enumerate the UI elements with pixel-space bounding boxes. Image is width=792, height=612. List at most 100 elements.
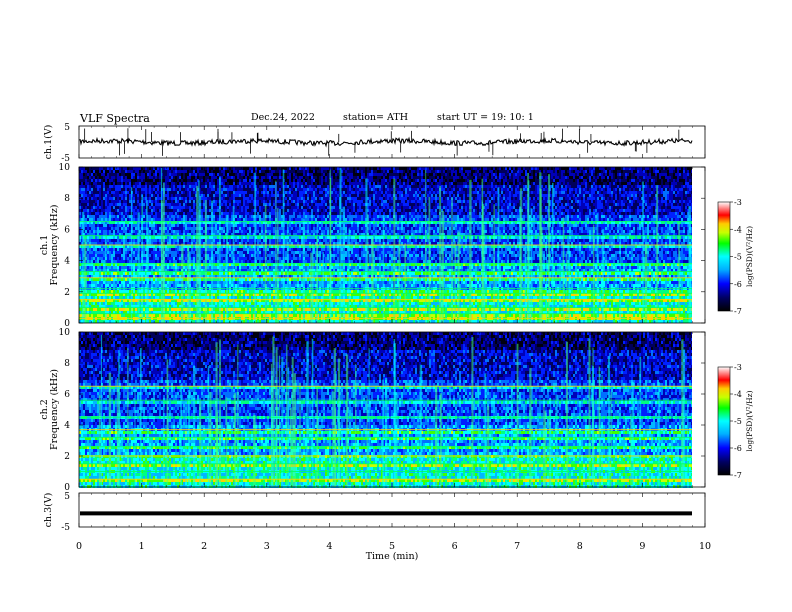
- ch2-sferic-streak: [290, 408, 292, 487]
- ch1-sferic-streak: [527, 173, 529, 323]
- ch2-sferic-streak: [338, 403, 340, 487]
- ch1-sferic-streak: [233, 206, 235, 323]
- ch2-sferic-streak: [639, 357, 641, 487]
- ch2-colorbar-tick--4: -4: [734, 390, 742, 399]
- ch2-sferic-streak: [237, 344, 238, 487]
- ch1-sferic-streak: [442, 211, 444, 323]
- ch1-ytick-5: 5: [64, 123, 70, 133]
- ch3-waveform-panel: 5 -5 ch.3(V): [43, 492, 705, 533]
- ch1-sferic-streak: [593, 224, 594, 323]
- ch2-sferic-streak: [550, 398, 551, 487]
- ch1-colorbar-tick--6: -6: [734, 280, 742, 289]
- ch1-ytick-8: 8: [64, 194, 70, 204]
- ch1-sferic-streak: [343, 207, 345, 323]
- ch1-sferic-streak: [161, 200, 163, 323]
- ch3-ytick-5: 5: [64, 492, 70, 502]
- ch1-sferic-streak: [141, 195, 143, 323]
- ch2-sferic-streak: [306, 341, 308, 487]
- ch2-colorbar-tick--7: -7: [734, 471, 742, 480]
- ch1-spectrogram-image: [79, 167, 693, 323]
- ch1-ytick-4: 4: [64, 257, 70, 267]
- ch1-sferic-streak: [196, 186, 198, 323]
- ch2-sferic-streak: [611, 392, 612, 487]
- xtick-3: 3: [264, 541, 270, 552]
- ch2-ytick-10: 10: [59, 328, 71, 338]
- ch1-sferic-streak: [548, 174, 550, 323]
- ch1-sferic-streak: [454, 241, 455, 323]
- ch2-sferic-streak: [517, 344, 519, 487]
- ch2-sferic-streak: [440, 393, 442, 487]
- ch2-sferic-streak: [281, 357, 283, 487]
- ch1-sferic-streak: [275, 181, 276, 323]
- ch2-sferic-streak: [335, 408, 336, 487]
- ch2-sferic-streak: [99, 395, 101, 487]
- ch2-colorbar-label: log(PSD)(V²/Hz): [745, 390, 754, 451]
- ch1-ylabel-line1: Frequency (kHz): [49, 205, 60, 286]
- ch2-sferic-streak: [592, 366, 594, 487]
- ch2-sferic-streak: [543, 404, 544, 487]
- ch2-colorbar-tick--6: -6: [734, 444, 742, 453]
- xtick-4: 4: [326, 541, 332, 552]
- ch1-sferic-streak: [199, 210, 200, 323]
- ch1-colorbar-tick--7: -7: [734, 307, 742, 316]
- ch2-ytick-4: 4: [64, 421, 70, 431]
- ch2-spectrogram-image: [79, 332, 693, 488]
- ch2-sferic-streak: [608, 356, 610, 487]
- ch2-sferic-streak: [271, 364, 272, 487]
- ch2-sferic-streak: [395, 393, 397, 487]
- ch1-sferic-streak: [439, 186, 441, 323]
- ch2-ytick-6: 6: [64, 390, 70, 400]
- ch1-sferic-streak: [469, 180, 471, 323]
- xtick-2: 2: [201, 541, 207, 552]
- ch1-waveform-line: [80, 138, 692, 145]
- ch1-sferic-streak: [371, 237, 373, 323]
- ch2-sferic-streak: [118, 350, 119, 487]
- xtick-6: 6: [452, 541, 458, 552]
- xtick-10: 10: [699, 541, 711, 552]
- ch2-sferic-streak: [566, 342, 568, 487]
- ch1-sferic-streak: [200, 196, 202, 323]
- ch1-sferic-streak: [520, 188, 522, 323]
- ch2-sferic-streak: [208, 366, 209, 487]
- ch1-sferic-streak: [566, 251, 567, 323]
- ch1-sferic-streak: [451, 198, 452, 323]
- ch1-sferic-streak: [348, 228, 349, 323]
- ch1-ylabel: ch.1(V): [43, 125, 54, 160]
- ch1-sferic-streak: [602, 229, 604, 323]
- ch3-ylabel: ch.3(V): [43, 493, 54, 528]
- ch2-sferic-streak: [209, 392, 211, 487]
- ch2-sferic-streak: [385, 378, 387, 487]
- ch2-colorbar-bar: [718, 367, 730, 475]
- ch1-sferic-streak: [645, 245, 647, 323]
- ch1-sferic-streak: [482, 179, 484, 323]
- ch1-sferic-streak: [383, 215, 385, 323]
- ch1-sferic-streak: [541, 227, 542, 323]
- ch1-sferic-streak: [187, 244, 189, 323]
- ch2-sferic-streak: [193, 366, 195, 487]
- ch1-sferic-streak: [138, 212, 140, 323]
- ch2-sferic-streak: [484, 373, 486, 487]
- ch2-sferic-streak: [276, 417, 277, 487]
- ch1-colorbar-tick--3: -3: [734, 198, 742, 207]
- ch2-sferic-streak: [286, 344, 287, 487]
- ch2-sferic-streak: [188, 390, 190, 487]
- ch3-ytick-neg5: -5: [61, 523, 70, 533]
- ch2-sferic-streak: [292, 357, 294, 487]
- ch1-sferic-streak: [211, 201, 213, 323]
- ch2-sferic-streak: [346, 354, 348, 487]
- ch2-ylabel-line1: Frequency (kHz): [49, 369, 60, 450]
- ch1-sferic-streak: [254, 173, 256, 323]
- ch2-sferic-streak: [601, 375, 602, 487]
- ch1-colorbar-tick--5: -5: [734, 253, 742, 262]
- ch1-sferic-streak: [322, 252, 323, 323]
- ch1-ytick-10: 10: [59, 163, 71, 173]
- xtick-0: 0: [76, 541, 82, 552]
- ch1-sferic-streak: [163, 183, 165, 323]
- ch2-sferic-streak: [506, 393, 508, 487]
- ch1-colorbar-bar: [718, 202, 730, 311]
- ch1-sferic-streak: [287, 224, 289, 323]
- ch1-ytick-2: 2: [64, 288, 70, 298]
